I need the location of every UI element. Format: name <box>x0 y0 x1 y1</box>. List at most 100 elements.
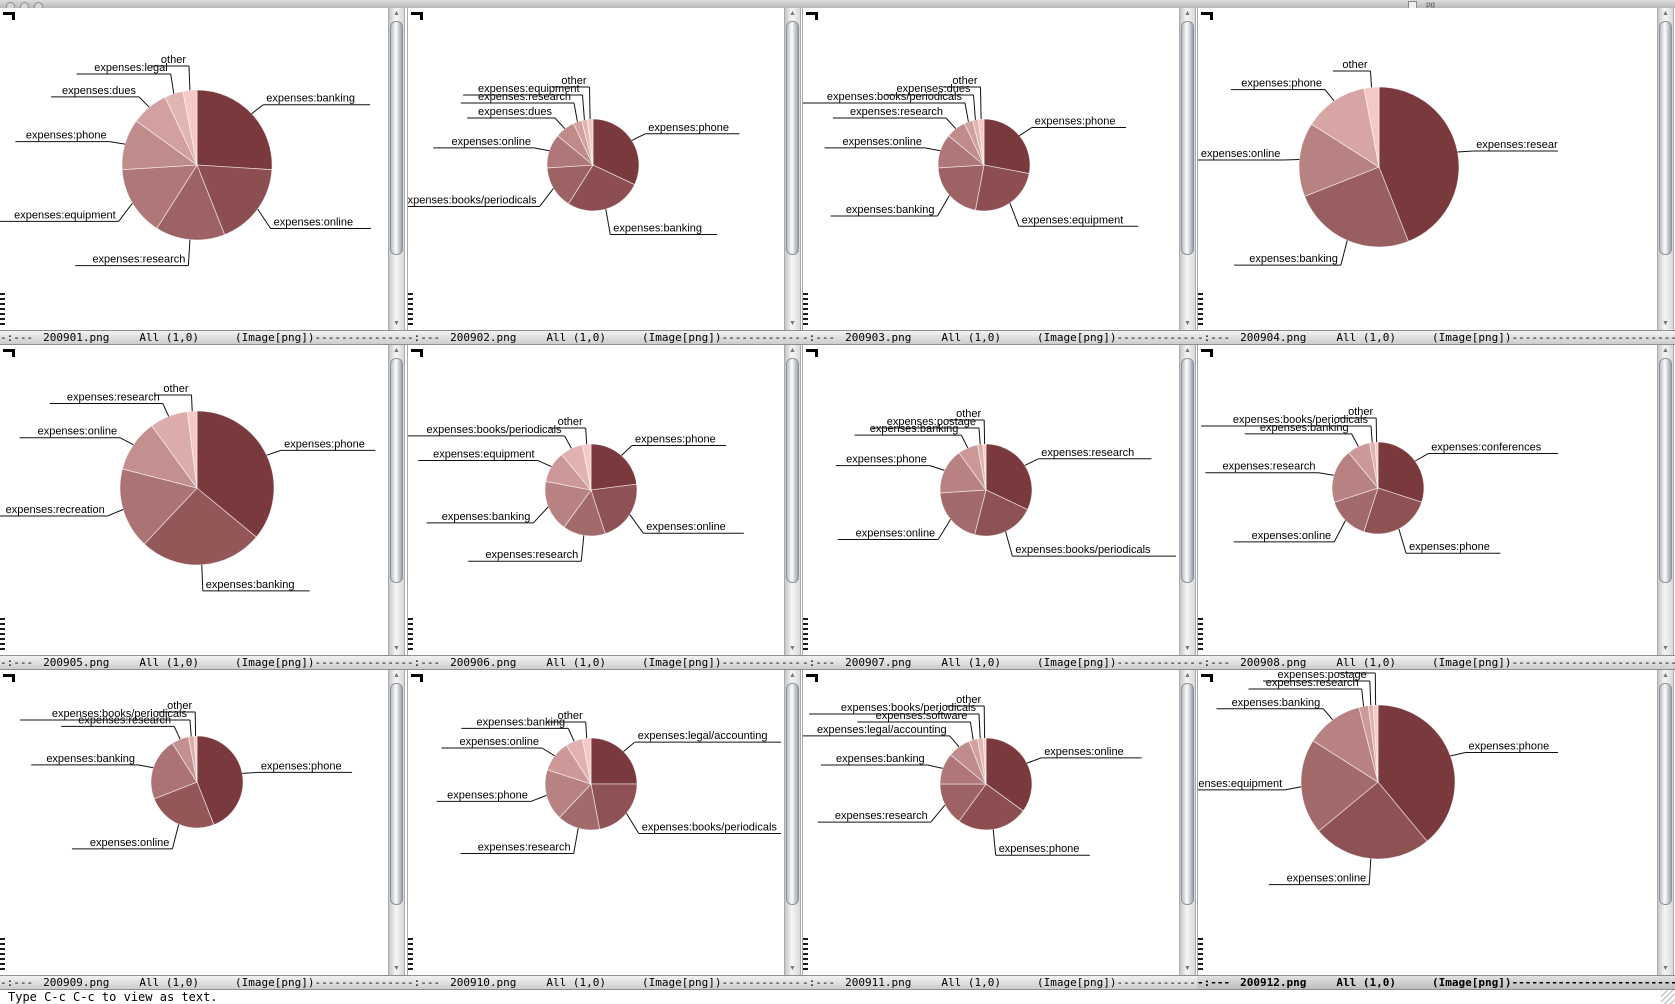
emacs-window-200904.png[interactable]: expenses:research expenses:banking expense… <box>1197 8 1675 330</box>
mode-line-200908.png[interactable]: -:--- 200908.png All (1,0) (Image[png])----… <box>1197 655 1675 670</box>
mode-line-200901.png[interactable]: -:--- 200901.png All (1,0) (Image[png])----… <box>0 330 407 345</box>
modeline-prefix: -:--- <box>1197 976 1231 989</box>
scroll-up-arrow-icon[interactable]: ▲ <box>1184 347 1191 354</box>
scroll-up-arrow-icon[interactable]: ▲ <box>1662 672 1669 679</box>
mode-line-200911.png[interactable]: -:--- 200911.png All (1,0) (Image[png])----… <box>802 975 1197 990</box>
emacs-window-200910.png[interactable]: expenses:legal/accounting expenses:books/… <box>407 670 803 975</box>
scrollbar-thumb[interactable] <box>786 358 799 583</box>
scroll-down-arrow-icon[interactable]: ▼ <box>393 645 400 652</box>
scrollbar[interactable]: ▲ ▼ <box>1179 345 1196 655</box>
scroll-down-arrow-icon[interactable]: ▼ <box>1662 645 1669 652</box>
mode-line-200910.png[interactable]: -:--- 200910.png All (1,0) (Image[png])----… <box>407 975 802 990</box>
pie-slice-label: other <box>163 383 188 395</box>
pie-slice-label: expenses:legal/accounting <box>817 724 947 736</box>
emacs-window-200905.png[interactable]: expenses:phone expenses:banking expenses:r… <box>0 345 407 655</box>
scrollbar[interactable]: ▲ ▼ <box>1657 8 1674 330</box>
scrollbar-thumb[interactable] <box>1181 21 1194 255</box>
pie-slice <box>939 452 987 494</box>
scroll-up-arrow-icon[interactable]: ▲ <box>789 10 796 17</box>
mode-line-200909.png[interactable]: -:--- 200909.png All (1,0) (Image[png])----… <box>0 975 407 990</box>
emacs-window-200902.png[interactable]: expenses:phone expenses:banking expenses:b… <box>407 8 803 330</box>
label-leader-line <box>170 73 175 94</box>
mode-line-200906.png[interactable]: -:--- 200906.png All (1,0) (Image[png])----… <box>407 655 802 670</box>
label-leader-line <box>945 117 957 130</box>
scrollbar[interactable]: ▲ ▼ <box>784 670 801 975</box>
scroll-up-arrow-icon[interactable]: ▲ <box>393 672 400 679</box>
scrollbar[interactable]: ▲ ▼ <box>784 8 801 330</box>
scroll-down-arrow-icon[interactable]: ▼ <box>1662 320 1669 327</box>
scrollbar[interactable]: ▲ ▼ <box>388 345 405 655</box>
pie-slice-label: expenses:books/periodicals <box>52 708 188 720</box>
modeline-buffer-name: 200909.png <box>43 976 110 989</box>
echo-area[interactable]: Type C-c C-c to view as text. <box>0 990 1675 1004</box>
scroll-down-arrow-icon[interactable]: ▼ <box>393 320 400 327</box>
mode-line-200903.png[interactable]: -:--- 200903.png All (1,0) (Image[png])----… <box>802 330 1197 345</box>
resize-grip[interactable] <box>1661 990 1675 1004</box>
pie-slice-label: other <box>956 694 981 706</box>
label-leader-line <box>564 435 572 449</box>
cursor-corner-mark <box>411 12 423 20</box>
scroll-up-arrow-icon[interactable]: ▲ <box>1184 672 1191 679</box>
pie-chart-image: expenses:phone expenses:online expenses:eq… <box>1198 670 1558 886</box>
scrollbar-thumb[interactable] <box>1659 683 1672 905</box>
scrollbar-thumb[interactable] <box>390 21 403 255</box>
emacs-window-200908.png[interactable]: expenses:conferences expenses:phone expens… <box>1197 345 1675 655</box>
scrollbar-thumb[interactable] <box>786 21 799 255</box>
scroll-down-arrow-icon[interactable]: ▼ <box>393 965 400 972</box>
mode-line-200904.png[interactable]: -:--- 200904.png All (1,0) (Image[png])----… <box>1197 330 1675 345</box>
scroll-up-arrow-icon[interactable]: ▲ <box>1662 347 1669 354</box>
modeline-position: All (1,0) <box>139 331 199 344</box>
scrollbar[interactable]: ▲ ▼ <box>1179 8 1196 330</box>
scrollbar-thumb[interactable] <box>390 683 403 905</box>
scroll-down-arrow-icon[interactable]: ▼ <box>789 320 796 327</box>
scrollbar-thumb[interactable] <box>390 358 403 583</box>
scrollbar-thumb[interactable] <box>1181 683 1194 905</box>
scroll-up-arrow-icon[interactable]: ▲ <box>789 672 796 679</box>
scrollbar-thumb[interactable] <box>1659 21 1672 255</box>
scroll-up-arrow-icon[interactable]: ▲ <box>789 347 796 354</box>
pie-slice-label: other <box>161 54 186 66</box>
emacs-window-200907.png[interactable]: expenses:research expenses:books/periodic… <box>802 345 1198 655</box>
emacs-window-200909.png[interactable]: expenses:phone expenses:online expenses:ba… <box>0 670 407 975</box>
pie-slice <box>982 737 987 785</box>
scrollbar-thumb[interactable] <box>1659 358 1672 583</box>
label-leader-line <box>533 506 549 524</box>
label-leader-line <box>629 514 644 534</box>
pie-slice <box>153 781 215 829</box>
mode-line-200912.png[interactable]: -:--- 200912.png All (1,0) (Image[png])----… <box>1197 975 1675 990</box>
modeline-prefix: -:--- <box>1197 331 1231 344</box>
mode-line-200907.png[interactable]: -:--- 200907.png All (1,0) (Image[png])----… <box>802 655 1197 670</box>
scrollbar[interactable]: ▲ ▼ <box>1179 670 1196 975</box>
scroll-down-arrow-icon[interactable]: ▼ <box>789 965 796 972</box>
modeline-prefix: -:--- <box>802 656 836 669</box>
emacs-window-200906.png[interactable]: expenses:phone expenses:online expenses:re… <box>407 345 803 655</box>
scroll-up-arrow-icon[interactable]: ▲ <box>1662 10 1669 17</box>
scrollbar[interactable]: ▲ ▼ <box>1657 345 1674 655</box>
pie-chart-image: expenses:phone expenses:banking expenses:r… <box>0 383 376 592</box>
scroll-down-arrow-icon[interactable]: ▼ <box>1662 965 1669 972</box>
scrollbar[interactable]: ▲ ▼ <box>1657 670 1674 975</box>
emacs-window-200911.png[interactable]: expenses:online expenses:phone expenses:re… <box>802 670 1198 975</box>
scroll-down-arrow-icon[interactable]: ▼ <box>1184 320 1191 327</box>
label-leader-line <box>242 771 258 774</box>
scroll-down-arrow-icon[interactable]: ▼ <box>1184 645 1191 652</box>
modeline-prefix: -:--- <box>802 976 836 989</box>
mode-line-200905.png[interactable]: -:--- 200905.png All (1,0) (Image[png])----… <box>0 655 407 670</box>
scrollbar[interactable]: ▲ ▼ <box>784 345 801 655</box>
scroll-up-arrow-icon[interactable]: ▲ <box>393 347 400 354</box>
mode-line-200902.png[interactable]: -:--- 200902.png All (1,0) (Image[png])----… <box>407 330 802 345</box>
pie-slice-label: other <box>558 710 583 722</box>
pie-slice-label: expenses:online <box>90 837 170 849</box>
scrollbar-thumb[interactable] <box>786 683 799 905</box>
pie-slice-label: expenses:equipment <box>1198 778 1282 790</box>
scroll-up-arrow-icon[interactable]: ▲ <box>393 10 400 17</box>
emacs-window-200901.png[interactable]: expenses:banking expenses:online expenses:… <box>0 8 407 330</box>
scroll-up-arrow-icon[interactable]: ▲ <box>1184 10 1191 17</box>
scrollbar-thumb[interactable] <box>1181 358 1194 583</box>
scroll-down-arrow-icon[interactable]: ▼ <box>789 645 796 652</box>
emacs-window-200903.png[interactable]: expenses:phone expenses:equipment expenses… <box>802 8 1198 330</box>
scroll-down-arrow-icon[interactable]: ▼ <box>1184 965 1191 972</box>
scrollbar[interactable]: ▲ ▼ <box>388 8 405 330</box>
scrollbar[interactable]: ▲ ▼ <box>388 670 405 975</box>
emacs-window-200912.png[interactable]: expenses:phone expenses:online expenses:eq… <box>1197 670 1675 975</box>
